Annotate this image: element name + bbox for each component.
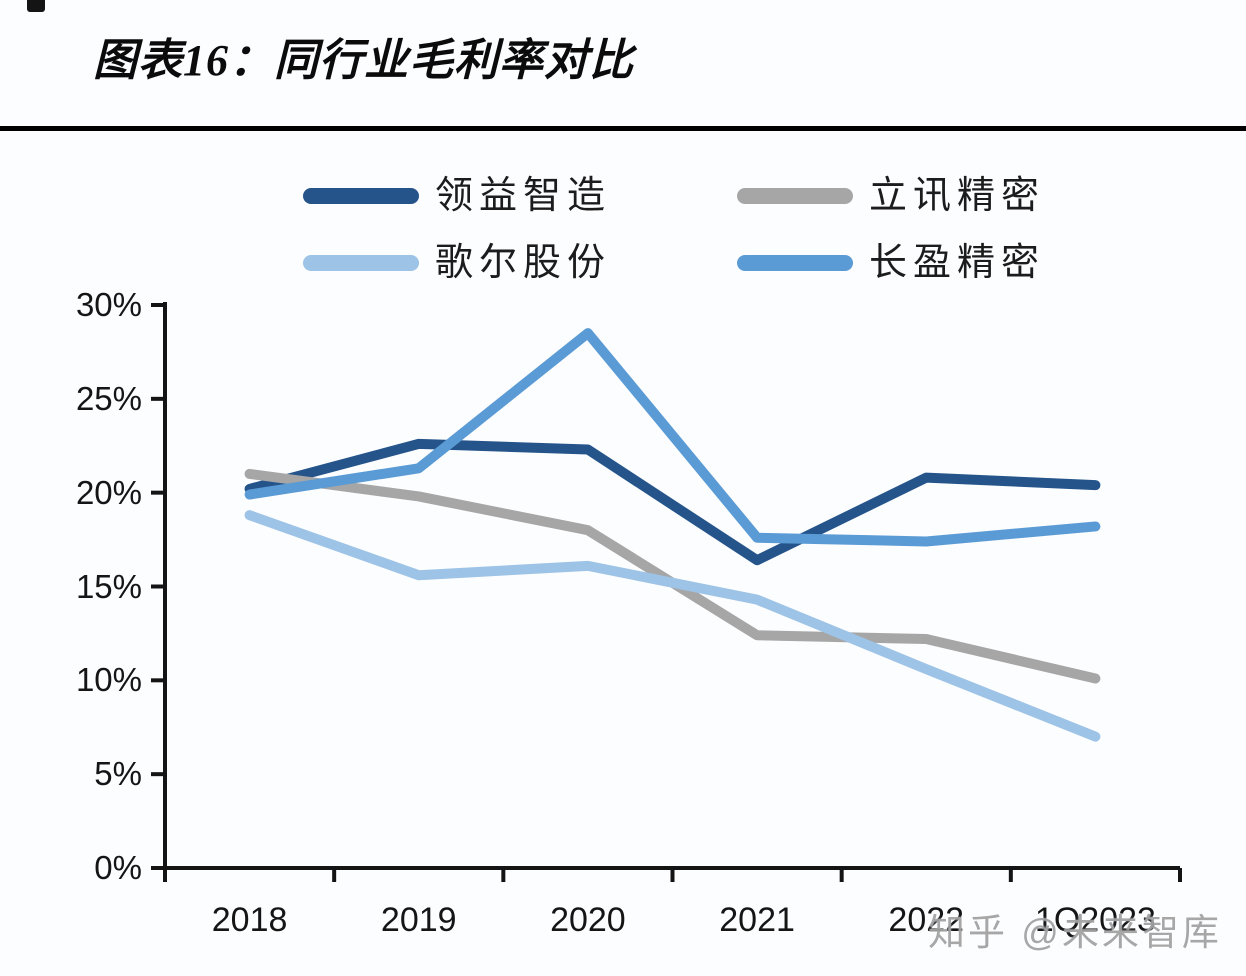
x-axis-tick-label: 2020 [550,901,626,939]
y-axis-tick-label: 30% [75,286,142,323]
y-axis-tick-label: 15% [75,567,142,605]
y-axis-tick-label: 5% [94,755,142,793]
x-axis-tick-label: 2019 [380,901,457,939]
watermark: 知乎 @未来智库 [928,912,1222,953]
x-axis-tick-label: 1Q2023 [1034,901,1156,939]
series-line-changying-jingmi [244,328,1101,547]
page-crop-artifact [27,0,45,12]
y-axis-tick-label: 20% [75,473,142,511]
x-axis-tick-label: 2022 [888,901,965,939]
y-axis-tick-label: 25% [75,379,142,417]
y-axis-tick-label: 0% [94,849,142,886]
x-axis-tick-label: 2018 [211,901,288,939]
chart-title: 图表16：同行业毛利率对比 [93,36,634,85]
title-divider-rule [0,126,1246,131]
x-axis-tick-label: 2021 [719,901,795,939]
series-line-goer-gufen [244,510,1101,742]
y-axis-tick-label: 10% [75,661,142,699]
series-line-lingyi-zhizao [244,438,1101,566]
